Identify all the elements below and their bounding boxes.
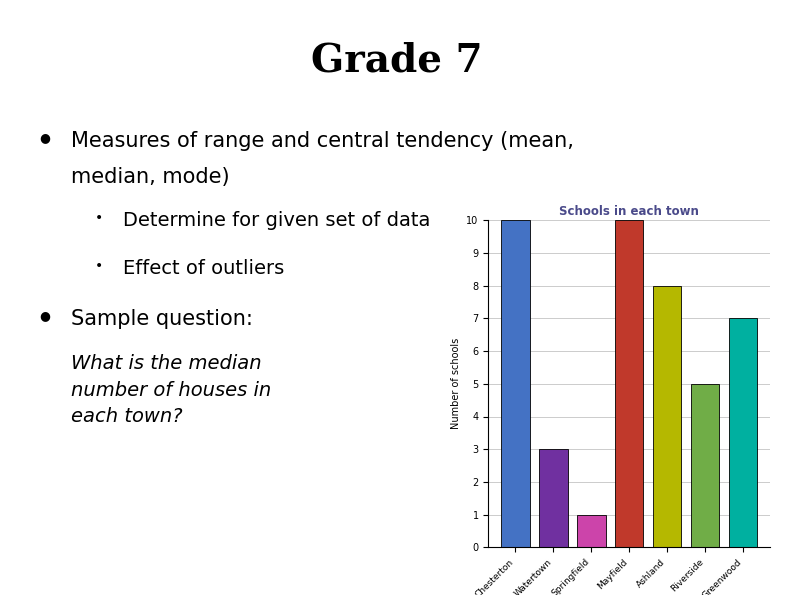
Bar — [653, 286, 681, 547]
Y-axis label: Number of schools: Number of schools — [451, 338, 461, 430]
Text: Determine for given set of data: Determine for given set of data — [123, 211, 430, 230]
Text: •: • — [95, 211, 103, 226]
Text: ●: ● — [40, 131, 51, 144]
Bar — [615, 220, 643, 547]
Text: Sample question:: Sample question: — [71, 309, 253, 330]
Title: Schools in each town: Schools in each town — [559, 205, 700, 218]
Text: Effect of outliers: Effect of outliers — [123, 259, 284, 278]
Bar — [729, 318, 757, 547]
Bar — [691, 384, 719, 547]
Text: Measures of range and central tendency (mean,: Measures of range and central tendency (… — [71, 131, 574, 151]
Text: ●: ● — [40, 309, 51, 322]
Text: Grade 7: Grade 7 — [311, 42, 483, 80]
Text: median, mode): median, mode) — [71, 167, 230, 187]
Bar — [539, 449, 568, 547]
Text: •: • — [95, 259, 103, 273]
Text: What is the median
number of houses in
each town?: What is the median number of houses in e… — [71, 354, 272, 426]
Bar — [501, 220, 530, 547]
Bar — [577, 515, 606, 547]
